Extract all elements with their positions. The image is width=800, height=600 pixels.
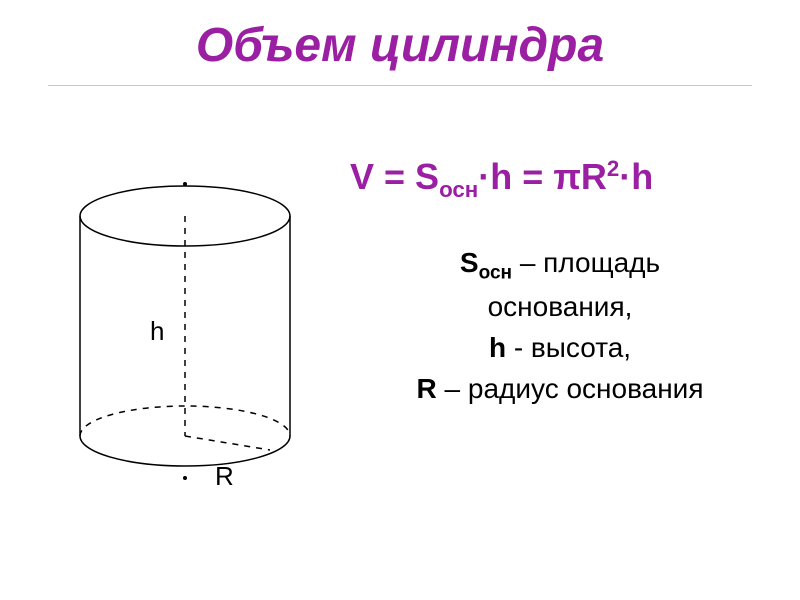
formula-S: S	[415, 156, 439, 197]
def-line-1b: основания,	[350, 287, 770, 328]
def-line-2: h - высота,	[350, 328, 770, 369]
formula-tail: ·h	[619, 156, 653, 197]
def-h: h	[489, 332, 506, 363]
formula-R: R	[581, 156, 607, 197]
def-S-rest: – площадь	[512, 247, 660, 278]
text-column: V = Sосн·h = πR2·h Sосн – площадь основа…	[340, 156, 770, 516]
content-row: h R V = Sосн·h = πR2·h Sосн – площадь ос…	[0, 156, 800, 516]
formula-eq1: =	[374, 156, 415, 197]
cylinder-diagram: h R	[40, 156, 340, 516]
formula-mid: ·h =	[478, 156, 553, 197]
volume-formula: V = Sосн·h = πR2·h	[350, 156, 770, 203]
def-R: R	[417, 373, 437, 404]
def-line-1: Sосн – площадь	[350, 243, 770, 287]
def-h-rest: - высота,	[506, 332, 631, 363]
definitions: Sосн – площадь основания, h - высота, R …	[350, 243, 770, 409]
def-R-rest: – радиус основания	[437, 373, 704, 404]
formula-S-sub: осн	[439, 177, 478, 202]
cylinder-svg	[60, 176, 310, 496]
def-line-3: R – радиус основания	[350, 369, 770, 410]
label-R: R	[215, 461, 234, 492]
formula-R-sup: 2	[607, 156, 619, 181]
formula-V: V	[350, 156, 374, 197]
label-h: h	[150, 316, 164, 347]
title-underline	[48, 85, 752, 86]
page-title: Объем цилиндра	[0, 0, 800, 73]
def-S-sub: осн	[479, 263, 512, 284]
def-S: S	[460, 247, 479, 278]
formula-pi: π	[553, 156, 581, 197]
